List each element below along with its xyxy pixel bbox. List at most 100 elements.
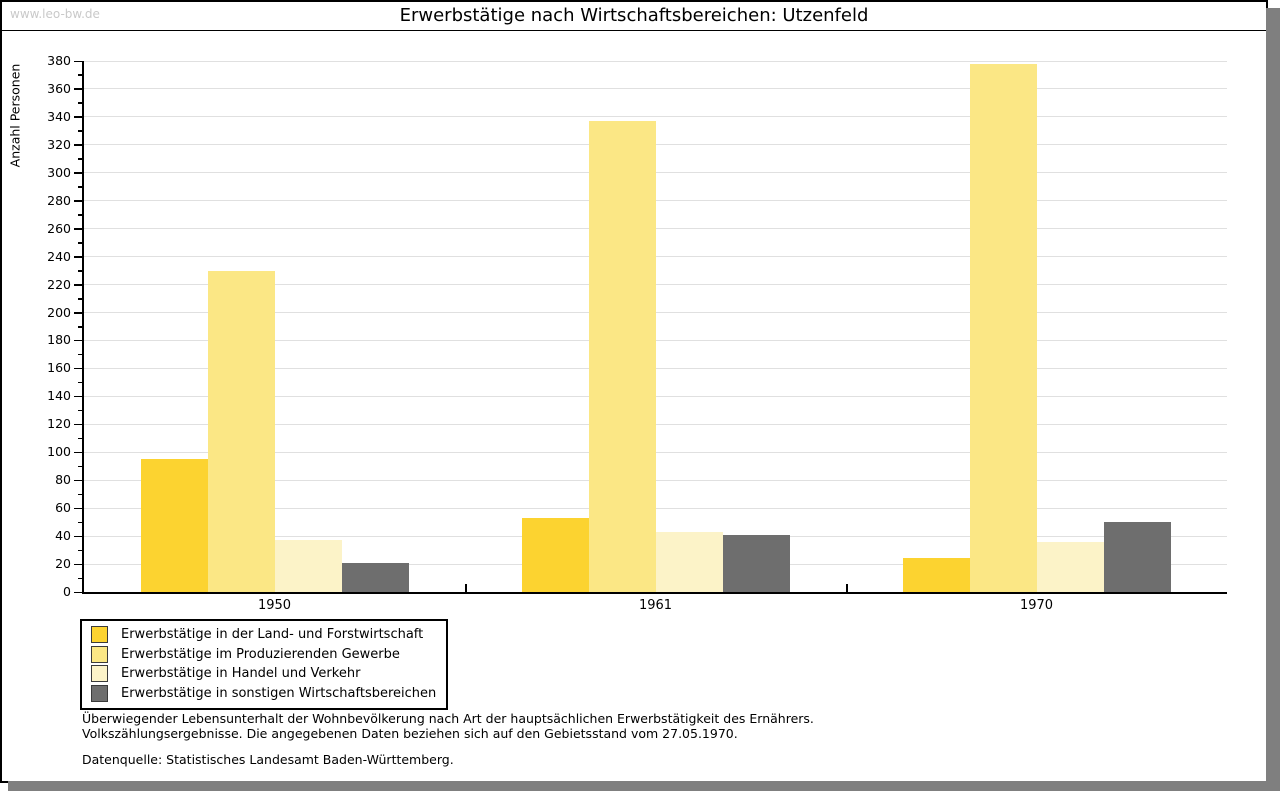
legend-swatch-1 — [91, 626, 108, 644]
gridline-160 — [84, 367, 1227, 369]
legend-item-2: Erwerbstätige im Produzierenden Gewerbe — [91, 645, 438, 665]
gridline-320 — [84, 144, 1227, 146]
y-tick-label-0: 0 — [63, 584, 71, 599]
y-minor-tick-330 — [78, 130, 82, 132]
y-major-tick-20 — [74, 563, 82, 566]
legend-swatch-4 — [91, 684, 108, 702]
legend-label-1: Erwerbstätige in der Land- und Forstwirt… — [121, 627, 424, 643]
gridline-100 — [84, 451, 1227, 453]
bar-1970-series-1 — [902, 558, 970, 592]
y-major-tick-100 — [74, 451, 82, 454]
bar-1970-series-2 — [969, 63, 1037, 592]
gridline-380 — [84, 60, 1227, 62]
gridline-360 — [84, 88, 1227, 90]
y-tick-label-60: 60 — [55, 500, 71, 516]
bar-1961-series-1 — [521, 517, 589, 592]
y-minor-tick-10 — [78, 577, 82, 580]
y-major-tick-220 — [74, 284, 82, 286]
y-minor-tick-310 — [78, 158, 82, 160]
y-major-tick-40 — [74, 535, 82, 538]
y-tick-label-380: 380 — [47, 53, 71, 68]
y-major-tick-340 — [74, 116, 82, 118]
x-boundary-tick-1 — [465, 584, 467, 592]
bar-1970-series-4 — [1103, 522, 1171, 592]
legend-swatch-3 — [91, 665, 108, 683]
y-major-tick-320 — [74, 144, 82, 146]
y-minor-tick-270 — [78, 214, 82, 216]
gridline-220 — [84, 284, 1227, 286]
y-major-tick-180 — [74, 339, 82, 342]
gridline-240 — [84, 256, 1227, 258]
gridline-260 — [84, 228, 1227, 230]
y-tick-label-260: 260 — [47, 220, 71, 236]
y-tick-label-160: 160 — [47, 360, 71, 376]
gridline-340 — [84, 116, 1227, 118]
y-major-tick-360 — [74, 88, 82, 90]
gridline-80 — [84, 479, 1227, 481]
legend-label-2: Erwerbstätige im Produzierenden Gewerbe — [121, 646, 400, 662]
y-major-tick-280 — [74, 200, 82, 202]
y-major-tick-140 — [74, 395, 82, 398]
y-tick-label-140: 140 — [47, 388, 71, 404]
x-tick-label-1970: 1970 — [1019, 598, 1054, 613]
y-tick-label-360: 360 — [47, 80, 71, 96]
y-major-tick-60 — [74, 507, 82, 510]
x-tick-label-1961: 1961 — [638, 598, 673, 613]
y-major-tick-260 — [74, 228, 82, 230]
bar-1950-series-2 — [207, 270, 275, 592]
y-minor-tick-70 — [78, 493, 82, 496]
legend-label-4: Erwerbstätige in sonstigen Wirtschaftsbe… — [121, 685, 437, 701]
y-major-tick-120 — [74, 423, 82, 426]
y-major-tick-160 — [74, 367, 82, 370]
legend: Erwerbstätige in der Land- und Forstwirt… — [80, 619, 448, 710]
y-tick-label-200: 200 — [47, 304, 71, 320]
y-minor-tick-130 — [78, 409, 82, 412]
gridline-300 — [84, 172, 1227, 174]
y-minor-tick-370 — [78, 74, 82, 76]
gridline-280 — [84, 200, 1227, 202]
x-tick-label-1950: 1950 — [257, 598, 292, 613]
x-boundary-tick-2 — [846, 584, 848, 592]
y-minor-tick-290 — [78, 186, 82, 188]
bar-1950-series-4 — [341, 562, 409, 592]
gridline-120 — [84, 423, 1227, 425]
y-tick-label-40: 40 — [55, 528, 71, 544]
y-major-tick-200 — [74, 312, 82, 314]
plot-area — [82, 60, 1227, 594]
y-tick-label-220: 220 — [47, 276, 71, 292]
y-axis-label: Anzahl Personen — [7, 63, 23, 168]
bar-1961-series-3 — [655, 531, 723, 592]
legend-item-3: Erwerbstätige in Handel und Verkehr — [91, 664, 438, 684]
frame-shadow-right — [1266, 8, 1280, 791]
y-major-tick-240 — [74, 256, 82, 258]
bar-1950-series-3 — [274, 540, 342, 592]
y-tick-label-180: 180 — [47, 332, 71, 348]
legend-item-4: Erwerbstätige in sonstigen Wirtschaftsbe… — [91, 684, 438, 704]
y-minor-tick-190 — [78, 326, 82, 328]
legend-swatch-2 — [91, 645, 108, 663]
bar-1970-series-3 — [1036, 541, 1104, 592]
y-minor-tick-210 — [78, 298, 82, 300]
y-minor-tick-230 — [78, 270, 82, 272]
y-minor-tick-50 — [78, 521, 82, 524]
y-minor-tick-250 — [78, 242, 82, 244]
y-major-tick-300 — [74, 172, 82, 174]
y-minor-tick-30 — [78, 549, 82, 552]
legend-label-3: Erwerbstätige in Handel und Verkehr — [121, 666, 361, 682]
gridline-200 — [84, 312, 1227, 314]
bar-1950-series-1 — [140, 459, 208, 592]
gridline-60 — [84, 507, 1227, 509]
y-tick-label-240: 240 — [47, 248, 71, 264]
gridline-140 — [84, 395, 1227, 397]
y-major-tick-0 — [74, 591, 82, 593]
y-minor-tick-350 — [78, 102, 82, 104]
y-tick-label-120: 120 — [47, 416, 71, 432]
y-tick-label-280: 280 — [47, 192, 71, 208]
y-tick-label-20: 20 — [55, 556, 71, 572]
y-minor-tick-150 — [78, 381, 82, 384]
y-tick-label-320: 320 — [47, 136, 71, 152]
bar-1961-series-2 — [588, 121, 656, 592]
bar-1961-series-4 — [722, 534, 790, 592]
